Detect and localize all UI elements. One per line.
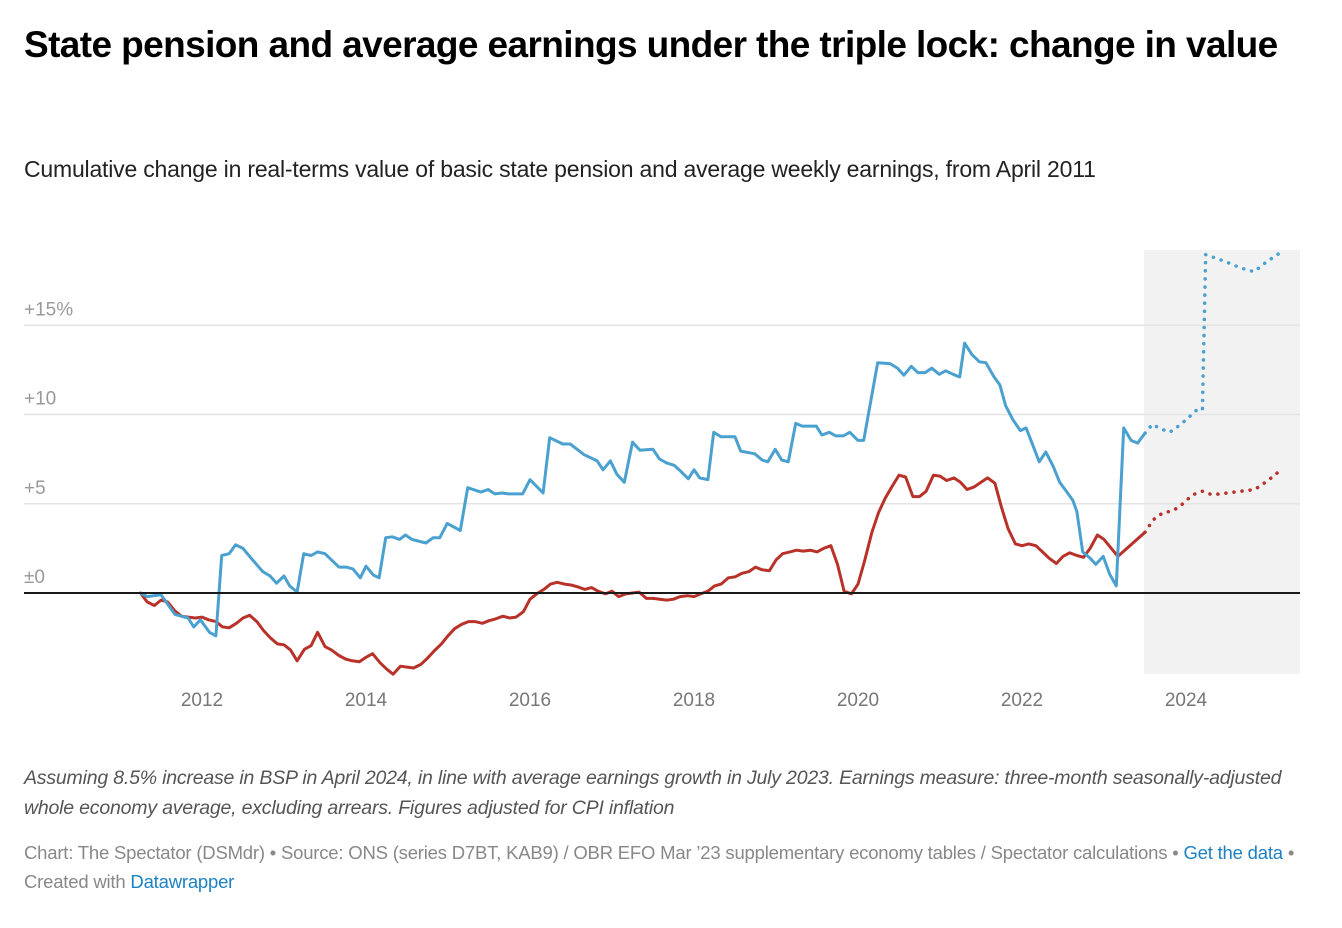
x-tick-label: 2012 [181,690,223,711]
x-tick-label: 2018 [673,690,715,711]
footer-separator: • [1167,842,1184,863]
gridlines [24,324,1300,505]
datawrapper-link[interactable]: Datawrapper [130,871,235,892]
y-axis-labels: ±0 +5 +10 +15% [24,299,73,588]
y-tick-label: +15% [24,299,73,320]
source-text: Source: ONS (series D7BT, KAB9) / OBR EF… [280,842,1168,863]
y-tick-label: +5 [24,478,46,499]
chart-notes: Assuming 8.5% increase in BSP in April 2… [24,767,1282,819]
get-the-data-link[interactable]: Get the data [1183,842,1283,863]
x-tick-label: 2016 [509,690,551,711]
x-tick-label: 2024 [1165,690,1208,711]
average-weekly-earnings-line [139,473,1147,676]
y-tick-label: +10 [24,389,56,410]
footer-separator: • [1282,842,1295,863]
chart-title: State pension and average earnings under… [24,24,1278,65]
average-weekly-earnings-forecast-line [1143,468,1283,535]
chart-credit: Chart: The Spectator (DSMdr) [24,842,265,863]
basic-state-pension-forecast-line [1143,250,1283,435]
x-tick-label: 2022 [1001,690,1043,711]
forecast-shading [1144,250,1300,674]
basic-state-pension-line [139,341,1147,638]
x-tick-label: 2020 [837,690,879,711]
line-chart: ±0 +5 +10 +15% 2012 2014 2016 2018 2020 2022 2024 [24,250,1300,711]
x-tick-label: 2014 [345,690,388,711]
series-lines [139,250,1283,676]
created-with-text: Created with [24,871,126,892]
x-axis-labels: 2012 2014 2016 2018 2020 2022 2024 [181,690,1208,711]
chart-footer: Chart: The Spectator (DSMdr) • Source: O… [24,838,1304,896]
y-tick-label: ±0 [24,567,45,588]
chart-subtitle: Cumulative change in real-terms value of… [24,156,1096,182]
footer-separator: • [264,842,281,863]
